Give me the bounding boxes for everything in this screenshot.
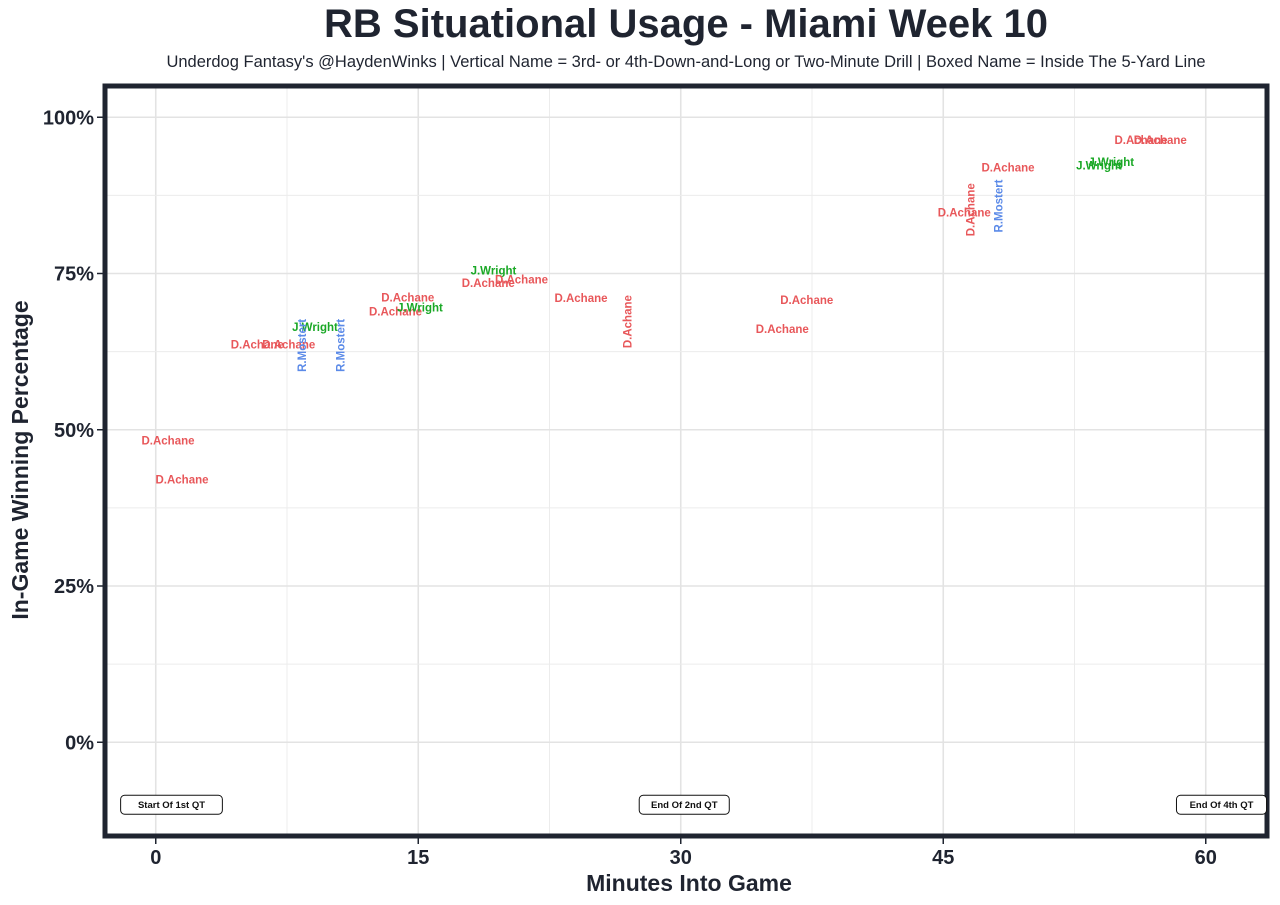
point-label-dachane: D.Achane <box>155 474 208 486</box>
y-tick-label: 50% <box>54 420 94 442</box>
annotation-frame <box>1175 794 1268 815</box>
chart-subtitle: Underdog Fantasy's @HaydenWinks | Vertic… <box>166 53 1206 71</box>
plot-panel-border <box>102 83 1270 839</box>
annotation-label: End Of 4th QT <box>1190 800 1254 811</box>
point-label-dachane: D.Achane <box>756 324 809 336</box>
point-label-jwright: J.Wright <box>471 266 517 278</box>
point-label-jwright: J.Wright <box>1076 161 1122 173</box>
x-tick-label: 60 <box>1195 847 1217 869</box>
y-tick-label: 0% <box>65 732 94 754</box>
point-label-jwright: J.Wright <box>397 303 443 315</box>
annotation-box: End Of 4th QT <box>1175 794 1268 815</box>
point-label-dachane: D.Achane <box>495 274 548 286</box>
annotation-box: Start Of 1st QT <box>120 794 223 815</box>
point-label-jwright: J.Wright <box>292 322 338 334</box>
point-label-dachane: D.Achane <box>622 295 634 348</box>
point-label-dachane: D.Achane <box>554 293 607 305</box>
point-label-dachane: D.Achane <box>1134 135 1187 147</box>
quarter-annotations: Start Of 1st QT End Of 2nd QT End Of 4th Q… <box>120 794 1268 815</box>
point-label-rmostert: R.Mostert <box>993 179 1005 232</box>
point-label-dachane: D.Achane <box>965 183 977 236</box>
chart-title: RB Situational Usage - Miami Week 10 <box>324 2 1048 46</box>
annotation-box: End Of 2nd QT <box>638 794 730 815</box>
point-label-dachane: D.Achane <box>381 293 434 305</box>
annotation-frame <box>120 794 223 815</box>
y-tick-label: 25% <box>54 576 94 598</box>
point-label-jwright: J.Wright <box>1088 157 1134 169</box>
point-label-rmostert: R.Mostert <box>297 319 309 372</box>
point-label-dachane: D.Achane <box>1114 135 1167 147</box>
point-label-dachane: D.Achane <box>981 163 1034 175</box>
y-axis-title: In-Game Winning Percentage <box>7 300 33 619</box>
point-label-dachane: D.Achane <box>462 278 515 290</box>
point-label-rmostert: R.Mostert <box>335 319 347 372</box>
x-tick-label: 0 <box>150 847 161 869</box>
point-label-dachane: D.Achane <box>141 436 194 448</box>
annotation-label: Start Of 1st QT <box>138 800 205 811</box>
gridlines <box>105 86 1267 836</box>
data-points: D.AchaneD.AchaneD.AchaneD.AchaneJ.Wright… <box>141 135 1186 486</box>
y-axis: 0% 25% 50% 75% 100% <box>43 107 103 754</box>
x-tick-label: 15 <box>407 847 429 869</box>
x-tick-label: 30 <box>670 847 692 869</box>
annotation-frame <box>638 794 730 815</box>
x-axis-title: Minutes Into Game <box>586 870 792 896</box>
y-tick-label: 75% <box>54 264 94 286</box>
point-label-dachane: D.Achane <box>231 339 284 351</box>
annotation-label: End Of 2nd QT <box>651 800 718 811</box>
x-axis: 0 15 30 45 60 <box>150 838 1217 869</box>
y-tick-label: 100% <box>43 107 94 129</box>
point-label-dachane: D.Achane <box>780 295 833 307</box>
x-tick-label: 45 <box>932 847 954 869</box>
point-label-dachane: D.Achane <box>369 306 422 318</box>
point-label-dachane: D.Achane <box>262 339 315 351</box>
point-label-dachane: D.Achane <box>938 208 991 220</box>
